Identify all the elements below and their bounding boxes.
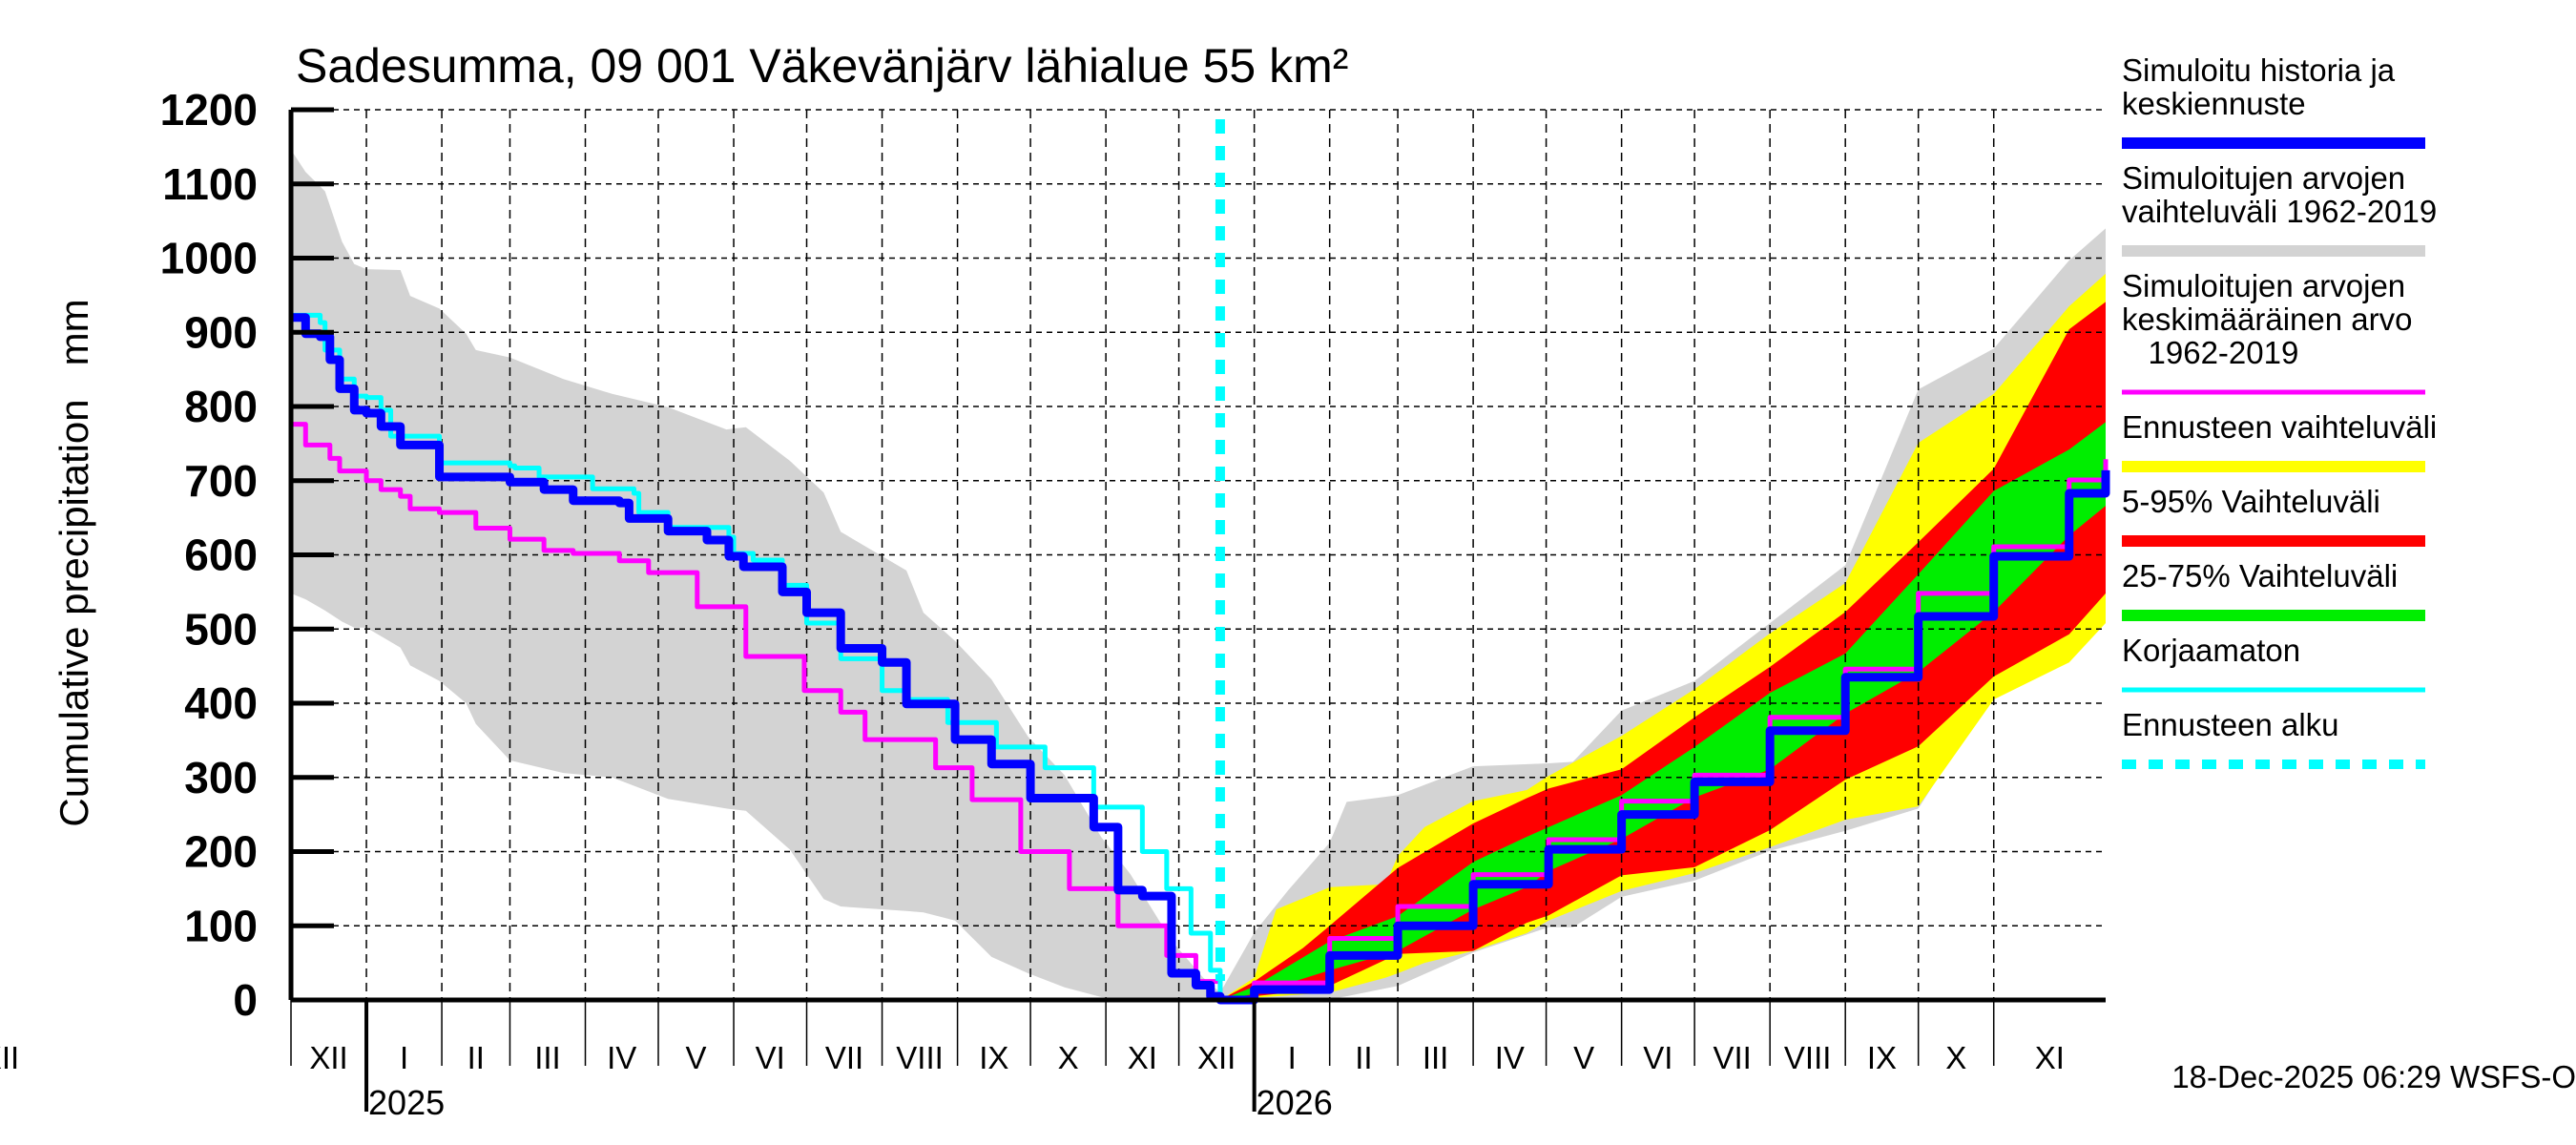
y-tick-label: 600 [184, 531, 258, 580]
year-label: 2025 [368, 1083, 445, 1122]
y-tick-label: 900 [184, 307, 258, 357]
legend: Simuloitu historia jakeskiennusteSimuloi… [2122, 52, 2437, 769]
month-label: VIII [896, 1040, 944, 1075]
month-label: I [1288, 1040, 1297, 1075]
chart-title: Sadesumma, 09 001 Väkevänjärv lähialue 5… [296, 39, 1348, 93]
legend-label: Ennusteen alku [2122, 707, 2339, 742]
legend-label: Simuloitu historia ja [2122, 52, 2396, 88]
legend-label: keskimääräinen arvo [2122, 302, 2412, 337]
axes-layer: 0 100 200 300 400 500 600 700 800 900 1000 1100 1200… [0, 85, 2106, 1122]
month-label: IX [1867, 1040, 1897, 1075]
legend-label: 5-95% Vaihteluväli [2122, 484, 2380, 519]
legend-label: Ennusteen vaihteluväli [2122, 409, 2437, 445]
y-axis-label: Cumulative precipitation mm [52, 299, 96, 826]
y-tick-label: 1200 [160, 85, 258, 135]
month-label: VII [825, 1040, 863, 1075]
month-label: III [1423, 1040, 1449, 1075]
y-tick-label: 400 [184, 678, 258, 728]
series-layer [291, 149, 2106, 1001]
band-25-75-vaihteluv-li [1219, 422, 2106, 1000]
y-tick-label: 1000 [160, 234, 258, 283]
band-ennusteen-vaihteluv-li [1219, 273, 2106, 1000]
legend-item-ennusteen-alku: Ennusteen alku [2122, 707, 2425, 769]
y-tick-label: 700 [184, 456, 258, 506]
legend-label: vaihteluväli 1962-2019 [2122, 194, 2437, 229]
legend-label: Korjaamaton [2122, 633, 2300, 668]
month-label: X [1058, 1040, 1079, 1075]
y-tick-label: 1100 [162, 159, 258, 209]
month-label: XI [2035, 1040, 2065, 1075]
month-label: VIII [1784, 1040, 1832, 1075]
legend-label: keskiennuste [2122, 86, 2306, 121]
month-label: II [1355, 1040, 1372, 1075]
legend-label: Simuloitujen arvojen [2122, 268, 2405, 303]
line-simuloitu-historia-ja-keskiennuste [291, 313, 2110, 1005]
month-label: VI [756, 1040, 785, 1075]
legend-item-5-95-vaihteluv-li: 5-95% Vaihteluväli [2122, 484, 2425, 547]
month-label: III [534, 1040, 561, 1075]
y-tick-label: 500 [184, 604, 258, 654]
month-label: XI [1128, 1040, 1157, 1075]
footer-timestamp: 18-Dec-2025 06:29 WSFS-O [2171, 1059, 2576, 1094]
legend-item-korjaamaton: Korjaamaton [2122, 633, 2425, 693]
month-label: XII [1197, 1040, 1236, 1075]
month-label: IX [979, 1040, 1008, 1075]
month-label: V [686, 1040, 707, 1075]
month-label: I [400, 1040, 408, 1075]
line-layer [291, 119, 2110, 1005]
month-label: XII [309, 1040, 347, 1075]
y-tick-label: 800 [184, 382, 258, 431]
y-tick-label: 0 [233, 975, 258, 1025]
legend-label: 25-75% Vaihteluväli [2122, 558, 2398, 593]
month-label: V [1573, 1040, 1594, 1075]
legend-item-ennusteen-vaihteluv-li: Ennusteen vaihteluväli [2122, 409, 2437, 472]
year-label: 2026 [1257, 1083, 1333, 1122]
legend-item-25-75-vaihteluv-li: 25-75% Vaihteluväli [2122, 558, 2425, 621]
month-label: IV [607, 1040, 636, 1075]
y-tick-label: 200 [184, 827, 258, 877]
month-label: VII [1713, 1040, 1751, 1075]
month-label: IV [1495, 1040, 1525, 1075]
month-label: XII [0, 1040, 19, 1075]
month-label: II [467, 1040, 485, 1075]
month-label: VI [1643, 1040, 1672, 1075]
legend-label: 1962-2019 [2122, 335, 2298, 370]
line-simuloitujen-arvojen-keskim-r-inen-arvo-1962-2019 [291, 422, 2109, 1001]
legend-label: Simuloitujen arvojen [2122, 160, 2405, 196]
plot-area [291, 109, 2110, 1005]
month-label: X [1945, 1040, 1966, 1075]
y-tick-label: 300 [184, 753, 258, 802]
y-tick-label: 100 [184, 901, 258, 950]
band-simuloitujen-arvojen-vaihteluv-li-1962-2019-hist [291, 149, 1220, 1001]
